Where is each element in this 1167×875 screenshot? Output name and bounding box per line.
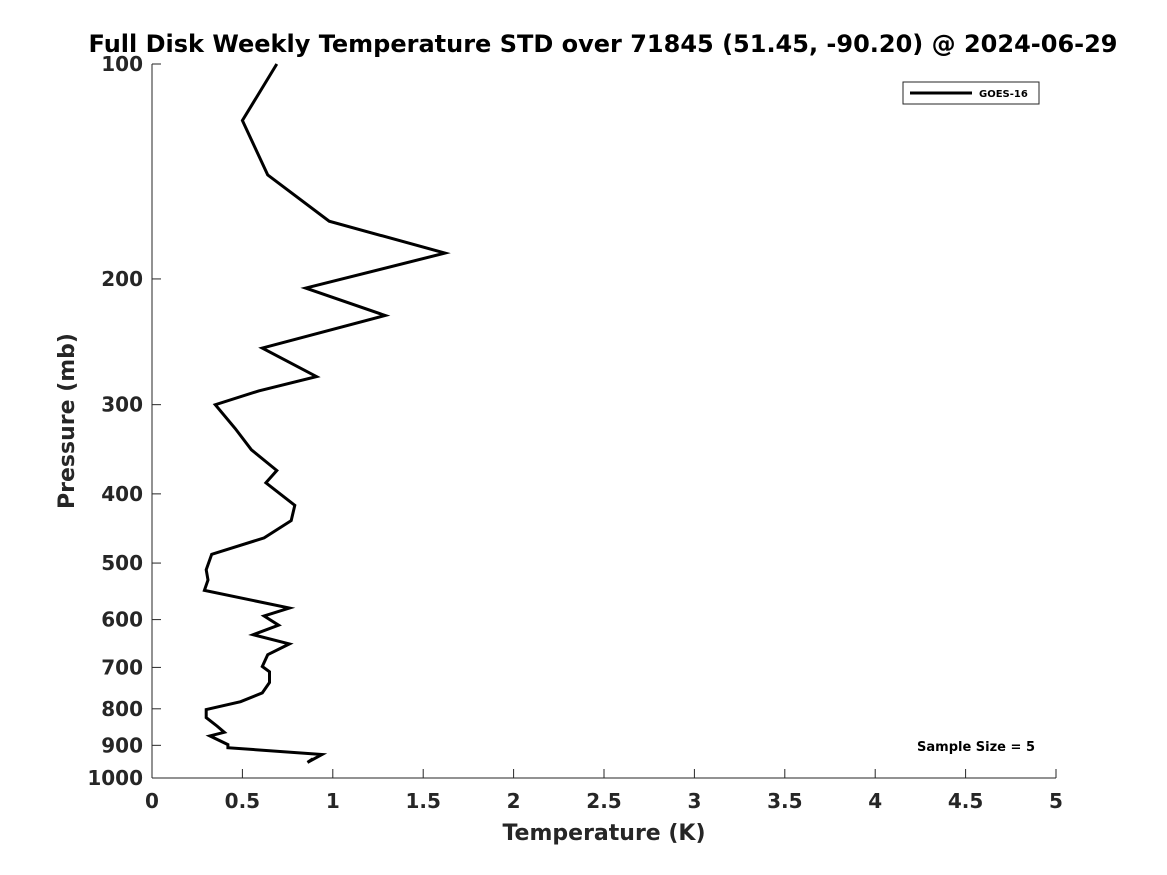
x-tick-label: 2 <box>507 789 521 813</box>
x-tick-label: 3.5 <box>767 789 802 813</box>
y-tick-label: 100 <box>101 52 143 76</box>
y-axis-label: Pressure (mb) <box>55 333 80 509</box>
y-tick-label: 200 <box>101 267 143 291</box>
y-tick-label: 500 <box>101 551 143 575</box>
x-tick-label: 1.5 <box>405 789 440 813</box>
y-tick-label: 800 <box>101 697 143 721</box>
legend-label-goes-16: GOES-16 <box>979 89 1028 100</box>
y-tick-label: 900 <box>101 733 143 757</box>
chart-title: Full Disk Weekly Temperature STD over 71… <box>89 30 1118 58</box>
y-tick-label: 300 <box>101 393 143 417</box>
series-layer <box>202 63 451 764</box>
x-tick-label: 3 <box>687 789 701 813</box>
sample-size-annotation: Sample Size = 5 <box>917 740 1035 755</box>
x-tick-label: 2.5 <box>586 789 621 813</box>
x-tick-label: 1 <box>326 789 340 813</box>
x-axis-label: Temperature (K) <box>502 821 705 846</box>
x-tick-label: 0 <box>145 789 159 813</box>
plot-area <box>152 64 1056 778</box>
y-tick-label: 400 <box>101 482 143 506</box>
y-axis-ticks: 100 200 300 400 500 600 700 800 900 1000 <box>87 52 161 790</box>
series-line-goes-16 <box>202 63 451 764</box>
x-axis-ticks: 0 0.5 1 1.5 2 2.5 3 3.5 4 4.5 5 <box>145 769 1063 813</box>
y-tick-label: 1000 <box>87 766 143 790</box>
x-tick-label: 4.5 <box>948 789 983 813</box>
y-tick-label: 600 <box>101 608 143 632</box>
x-tick-label: 0.5 <box>225 789 260 813</box>
x-tick-label: 5 <box>1049 789 1063 813</box>
y-tick-label: 700 <box>101 655 143 679</box>
legend: GOES-16 <box>902 81 1040 105</box>
x-tick-label: 4 <box>868 789 882 813</box>
